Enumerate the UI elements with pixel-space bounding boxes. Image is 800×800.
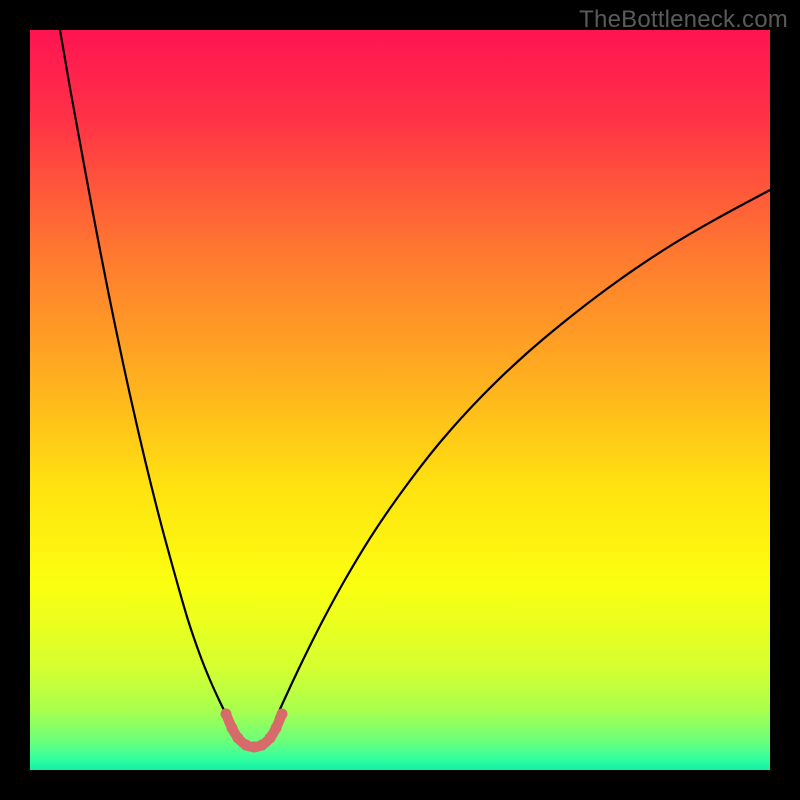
plot-area — [30, 30, 770, 770]
curve-left-branch — [60, 30, 228, 718]
trough-marker-dots — [221, 709, 288, 753]
watermark-text: TheBottleneck.com — [579, 6, 788, 34]
chart-frame: TheBottleneck.com — [0, 0, 800, 800]
bottleneck-curve — [30, 30, 770, 770]
curve-right-branch — [276, 190, 770, 718]
